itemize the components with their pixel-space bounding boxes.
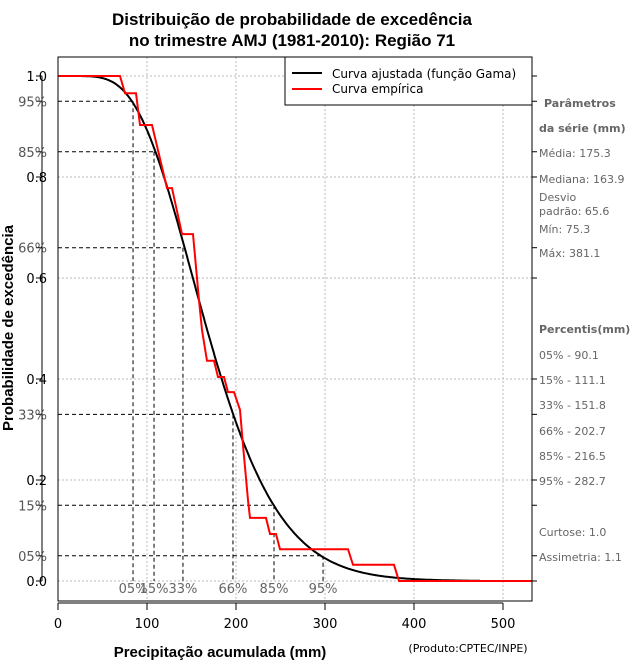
credit-text: (Produto:CPTEC/INPE) <box>408 642 527 655</box>
legend-label-fitted: Curva ajustada (função Gama) <box>332 67 516 81</box>
guide-label: 85% <box>260 582 289 597</box>
y-tick-label: 95% <box>18 95 47 110</box>
param-max: Máx: 381.1 <box>539 247 600 260</box>
x-axis: 0 100 200 300 400 500 <box>54 602 516 632</box>
x-tick-label: 500 <box>491 617 516 632</box>
y-tick-label: 0.4 <box>26 373 47 388</box>
x-tick-label: 300 <box>313 617 338 632</box>
empirical-curve <box>58 75 533 582</box>
chart-title-line1: Distribuição de probabilidade de excedên… <box>112 10 472 29</box>
y-tick-label: 0.8 <box>26 171 47 186</box>
percentile-guides: 05%15% 33% 66% 85% 95% <box>58 100 338 597</box>
fitted-gamma-curve <box>58 75 481 582</box>
param-curtose: Curtose: 1.0 <box>539 526 606 539</box>
param-desvio-2: padrão: 65.6 <box>539 205 609 218</box>
percentis-heading: Percentis(mm) <box>539 323 630 336</box>
y-tick-label: 85% <box>18 146 47 161</box>
y-axis: 1.0 95% 85% 0.8 66% 0.6 0.4 33% 0.2 15% 05% 0.0 <box>18 70 537 590</box>
percentil-95: 95% - 282.7 <box>539 475 606 488</box>
y-tick-label: 15% <box>18 499 47 514</box>
guide-label: 66% <box>219 582 248 597</box>
x-tick-label: 400 <box>402 617 427 632</box>
param-min: Mín: 75.3 <box>539 223 590 236</box>
params-heading-2: da série (mm) <box>539 122 626 135</box>
plot-frame <box>57 56 533 602</box>
y-axis-label: Probabilidade de excedência <box>0 224 17 431</box>
y-tick-label: 0.0 <box>26 575 47 590</box>
x-tick-label: 0 <box>54 617 62 632</box>
series-layer <box>58 75 533 582</box>
percentil-85: 85% - 216.5 <box>539 450 606 463</box>
guide-label: 95% <box>309 582 338 597</box>
params-heading-1: Parâmetros <box>544 97 616 110</box>
x-tick-label: 200 <box>224 617 249 632</box>
legend-label-empirical: Curva empírica <box>332 82 423 96</box>
chart-title-line2: no trimestre AMJ (1981-2010): Região 71 <box>129 31 455 50</box>
param-assimetria: Assimetria: 1.1 <box>539 551 622 564</box>
guide-label: 15% <box>140 582 169 597</box>
y-tick-label: 1.0 <box>26 70 47 85</box>
x-tick-label: 100 <box>135 617 160 632</box>
y-tick-label: 05% <box>18 550 47 565</box>
y-tick-label: 0.6 <box>26 272 47 287</box>
y-tick-label: 0.2 <box>26 474 47 489</box>
param-mediana: Mediana: 163.9 <box>539 173 624 186</box>
legend-box <box>284 56 533 106</box>
percentil-33: 33% - 151.8 <box>539 399 606 412</box>
guide-label: 05% <box>119 582 148 597</box>
y-tick-label: 33% <box>18 408 47 423</box>
param-media: Média: 175.3 <box>539 147 611 160</box>
side-panel: Parâmetros da série (mm) Média: 175.3 Me… <box>539 97 630 564</box>
legend: Curva ajustada (função Gama) Curva empír… <box>284 56 533 106</box>
percentil-15: 15% - 111.1 <box>539 374 606 387</box>
guide-label: 33% <box>169 582 198 597</box>
grid <box>57 57 532 601</box>
y-tick-label: 66% <box>18 242 47 257</box>
percentil-05: 05% - 90.1 <box>539 349 599 362</box>
param-desvio-1: Desvio <box>539 191 577 204</box>
percentil-66: 66% - 202.7 <box>539 425 606 438</box>
x-axis-label: Precipitação acumulada (mm) <box>114 644 327 660</box>
